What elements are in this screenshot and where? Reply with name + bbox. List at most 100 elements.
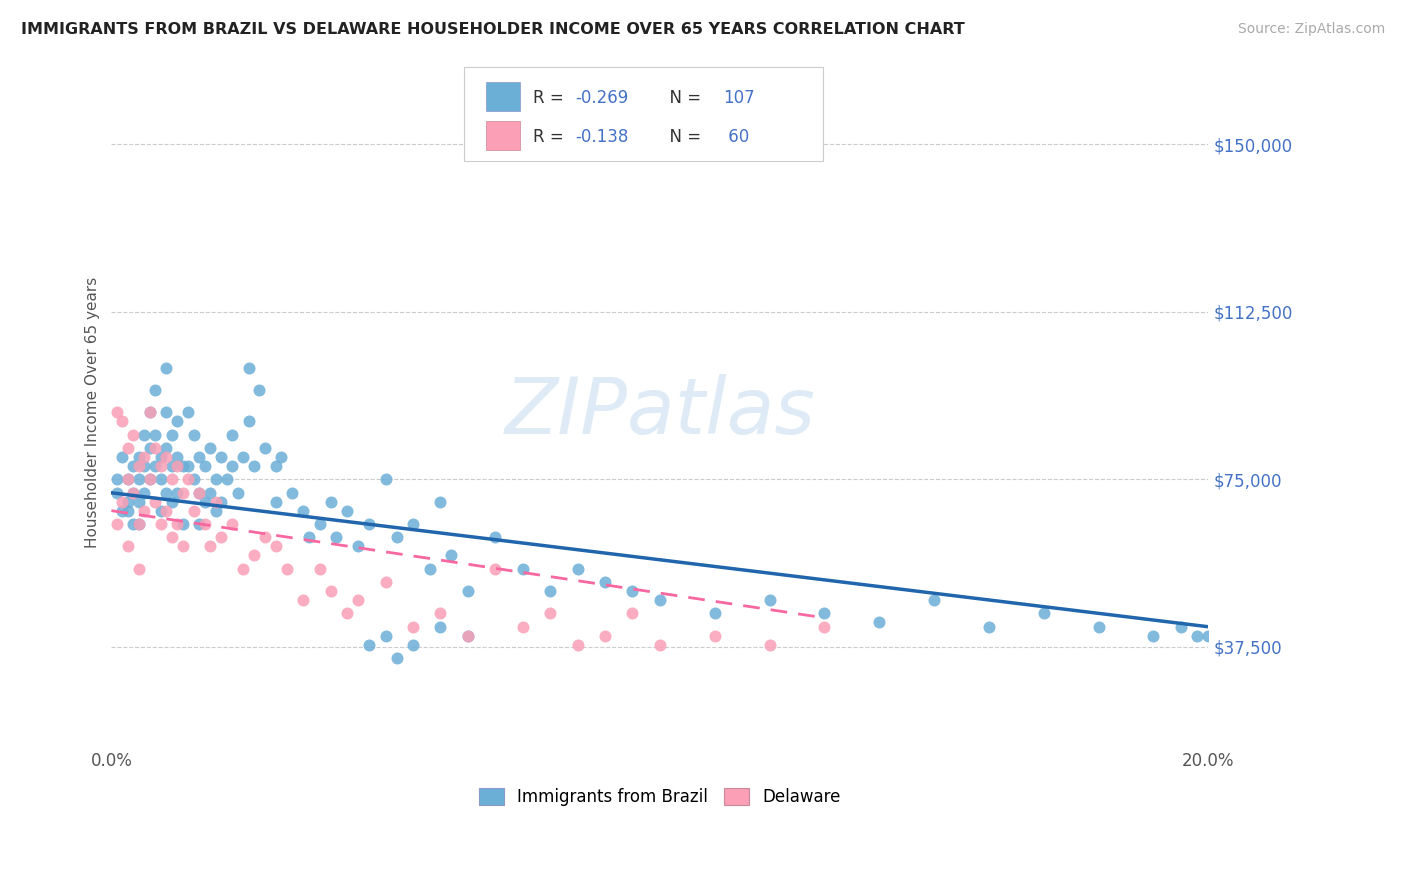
Text: R =: R = bbox=[533, 128, 569, 146]
Point bbox=[143, 458, 166, 473]
Point bbox=[172, 485, 194, 500]
Point bbox=[128, 472, 150, 486]
Point bbox=[117, 540, 139, 554]
Point bbox=[567, 562, 589, 576]
Point bbox=[270, 450, 292, 464]
Point bbox=[418, 562, 440, 576]
Point bbox=[319, 584, 342, 599]
Point bbox=[149, 516, 172, 531]
Point bbox=[183, 472, 205, 486]
Point bbox=[139, 405, 162, 419]
Point bbox=[204, 494, 226, 508]
Point bbox=[385, 651, 408, 665]
Point bbox=[117, 503, 139, 517]
Point bbox=[209, 494, 232, 508]
Point bbox=[139, 405, 162, 419]
Point bbox=[166, 414, 188, 428]
Point bbox=[264, 494, 287, 508]
Point bbox=[1087, 620, 1109, 634]
Point bbox=[621, 607, 644, 621]
Point bbox=[429, 607, 451, 621]
Point bbox=[221, 427, 243, 442]
Point bbox=[221, 458, 243, 473]
Point bbox=[166, 458, 188, 473]
Point bbox=[457, 584, 479, 599]
Point bbox=[155, 485, 177, 500]
Text: -0.269: -0.269 bbox=[575, 89, 628, 107]
Point bbox=[374, 575, 396, 590]
Point bbox=[512, 620, 534, 634]
Point bbox=[703, 629, 725, 643]
Point bbox=[155, 405, 177, 419]
Point bbox=[122, 458, 145, 473]
Text: N =: N = bbox=[659, 89, 707, 107]
Text: R =: R = bbox=[533, 89, 569, 107]
Point bbox=[593, 629, 616, 643]
Point bbox=[149, 472, 172, 486]
Point bbox=[204, 472, 226, 486]
Point bbox=[111, 414, 134, 428]
Point bbox=[215, 472, 238, 486]
Point bbox=[298, 531, 321, 545]
Point bbox=[177, 472, 200, 486]
Point bbox=[134, 458, 156, 473]
Point bbox=[149, 450, 172, 464]
Point bbox=[166, 485, 188, 500]
Point bbox=[209, 450, 232, 464]
Point bbox=[111, 503, 134, 517]
Point bbox=[457, 629, 479, 643]
Point bbox=[177, 405, 200, 419]
Point bbox=[1197, 629, 1219, 643]
Point bbox=[1142, 629, 1164, 643]
Text: ZIPatlas: ZIPatlas bbox=[505, 375, 815, 450]
Point bbox=[440, 549, 463, 563]
Point bbox=[567, 638, 589, 652]
Point bbox=[1032, 607, 1054, 621]
Point bbox=[243, 549, 266, 563]
Point bbox=[194, 494, 217, 508]
Point bbox=[117, 472, 139, 486]
Point bbox=[139, 472, 162, 486]
Point bbox=[183, 427, 205, 442]
Point bbox=[166, 516, 188, 531]
Point bbox=[143, 383, 166, 397]
Point bbox=[172, 516, 194, 531]
Point bbox=[143, 441, 166, 455]
Point bbox=[325, 531, 347, 545]
Point bbox=[385, 531, 408, 545]
Point bbox=[402, 620, 425, 634]
Point bbox=[232, 562, 254, 576]
Point bbox=[111, 450, 134, 464]
Text: -0.138: -0.138 bbox=[575, 128, 628, 146]
Point bbox=[105, 472, 128, 486]
Point bbox=[347, 593, 370, 607]
Point bbox=[139, 472, 162, 486]
Point bbox=[134, 427, 156, 442]
Point bbox=[188, 485, 211, 500]
Point bbox=[128, 516, 150, 531]
Point bbox=[172, 458, 194, 473]
Point bbox=[128, 494, 150, 508]
Point bbox=[238, 414, 260, 428]
Point bbox=[484, 562, 506, 576]
Point bbox=[155, 441, 177, 455]
Point bbox=[758, 638, 780, 652]
Point bbox=[128, 562, 150, 576]
Point bbox=[249, 383, 271, 397]
Point bbox=[160, 427, 183, 442]
Point bbox=[292, 503, 315, 517]
Point bbox=[183, 503, 205, 517]
Point bbox=[198, 540, 221, 554]
Point bbox=[402, 638, 425, 652]
Point bbox=[198, 485, 221, 500]
Point bbox=[238, 360, 260, 375]
Point bbox=[198, 441, 221, 455]
Point bbox=[117, 494, 139, 508]
Point bbox=[253, 531, 276, 545]
Point bbox=[703, 607, 725, 621]
Point bbox=[149, 458, 172, 473]
Point bbox=[402, 516, 425, 531]
Point bbox=[194, 458, 217, 473]
Point bbox=[134, 485, 156, 500]
Point bbox=[276, 562, 298, 576]
